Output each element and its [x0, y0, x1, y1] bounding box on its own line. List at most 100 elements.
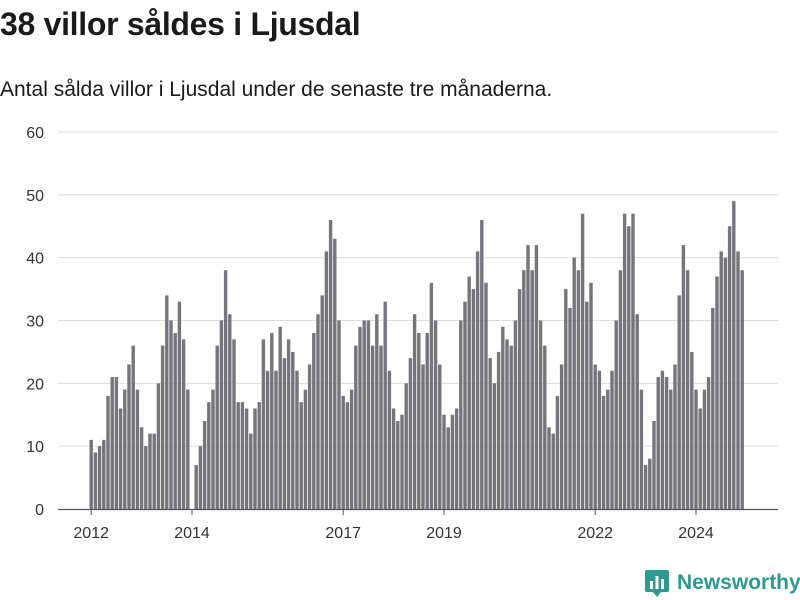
- y-tick-label: 10: [26, 439, 44, 456]
- bar: [295, 370, 299, 509]
- bar: [391, 408, 396, 509]
- x-tick-label: 2017: [325, 525, 361, 542]
- bar: [526, 245, 530, 509]
- chart-subtitle: Antal sålda villor i Ljusdal under de se…: [0, 78, 553, 101]
- bar: [97, 446, 102, 509]
- bar: [244, 408, 249, 509]
- bar: [610, 370, 614, 509]
- bar: [421, 364, 425, 509]
- bar: [181, 339, 186, 509]
- bar: [698, 408, 702, 509]
- bar: [509, 345, 513, 509]
- chart-title: 38 villor såldes i Ljusdal: [0, 6, 361, 42]
- highlight-value-label: 38: [745, 0, 765, 4]
- y-tick-label: 20: [26, 376, 44, 393]
- bar: [614, 320, 618, 509]
- bar: [102, 439, 106, 509]
- bar: [660, 370, 665, 509]
- bar: [429, 282, 434, 509]
- bar: [702, 389, 707, 509]
- bar: [408, 358, 413, 509]
- bar: [715, 276, 719, 509]
- bar: [652, 421, 656, 509]
- bar: [442, 414, 446, 509]
- bar: [312, 333, 316, 509]
- bar: [396, 421, 400, 509]
- bar: [186, 389, 190, 509]
- bar: [446, 427, 450, 509]
- bar: [522, 270, 526, 509]
- bar: [488, 358, 492, 509]
- y-tick-label: 60: [26, 125, 44, 142]
- bar: [354, 345, 358, 509]
- bar: [685, 270, 690, 509]
- bar: [648, 458, 652, 509]
- bar: [114, 377, 119, 509]
- bar: [240, 402, 245, 509]
- y-tick-label: 30: [26, 314, 44, 331]
- bar: [492, 383, 497, 509]
- brand-name: Newsworthy: [677, 571, 800, 594]
- bar: [505, 339, 509, 509]
- bar: [358, 326, 362, 509]
- bar: [417, 333, 421, 509]
- bar: [194, 465, 198, 509]
- y-axis-ticks: 0 10 20 30 40 50 60: [26, 125, 44, 519]
- bar: [379, 345, 383, 509]
- bar: [228, 314, 232, 509]
- bar: [601, 395, 606, 509]
- bar: [618, 270, 623, 509]
- bar: [534, 245, 539, 509]
- bar: [568, 307, 572, 509]
- bar: [656, 377, 660, 509]
- bar: [123, 389, 127, 509]
- bar: [484, 282, 488, 509]
- bar: [606, 389, 610, 509]
- bar: [404, 383, 408, 509]
- bar: [631, 213, 635, 509]
- bar: [165, 295, 169, 509]
- bar-chart-logo-icon: [645, 570, 669, 597]
- bar: [223, 270, 228, 509]
- bar: [270, 333, 274, 509]
- bar: [207, 402, 211, 509]
- bar: [131, 345, 135, 509]
- bar: [576, 270, 581, 509]
- bar: [438, 364, 442, 509]
- bar: [635, 314, 639, 509]
- bar: [135, 389, 140, 509]
- bar: [513, 320, 518, 509]
- bar: [328, 219, 333, 509]
- bar: [375, 314, 379, 509]
- bar: [139, 427, 144, 509]
- bar: [593, 364, 597, 509]
- bar-series: [89, 201, 744, 510]
- bar: [664, 377, 669, 509]
- bar: [589, 282, 593, 509]
- bar: [467, 276, 471, 509]
- bar: [282, 358, 287, 509]
- bar: [316, 314, 320, 509]
- bar: [471, 289, 476, 509]
- bar: [341, 395, 345, 509]
- bar: [559, 364, 564, 509]
- bar: [622, 213, 627, 509]
- bar: [551, 433, 555, 509]
- bar: [236, 402, 240, 509]
- bar: [211, 389, 215, 509]
- bar: [333, 238, 337, 510]
- bar: [723, 257, 728, 509]
- bar: [169, 320, 173, 509]
- bar: [152, 433, 156, 509]
- bar: [286, 339, 291, 509]
- bar: [555, 395, 560, 509]
- bar: [547, 427, 551, 509]
- bar: [719, 251, 723, 509]
- bar: [694, 389, 698, 509]
- bar: [156, 383, 161, 509]
- bar: [232, 339, 236, 509]
- bar: [202, 421, 207, 509]
- y-tick-label: 0: [35, 502, 44, 519]
- bar: [517, 289, 522, 509]
